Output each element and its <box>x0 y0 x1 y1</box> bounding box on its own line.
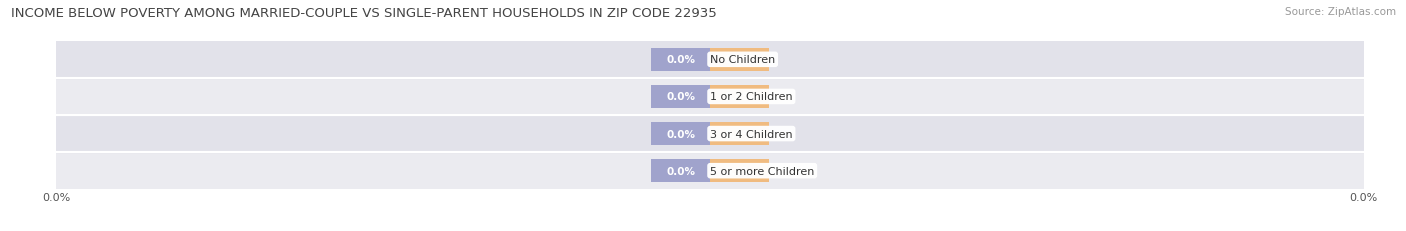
Text: Source: ZipAtlas.com: Source: ZipAtlas.com <box>1285 7 1396 17</box>
Text: 0.0%: 0.0% <box>666 92 695 102</box>
Text: 0.0%: 0.0% <box>666 55 695 65</box>
Text: 0.0%: 0.0% <box>725 55 754 65</box>
Text: 0.0%: 0.0% <box>725 166 754 176</box>
Bar <box>710 85 769 109</box>
Bar <box>651 122 710 146</box>
Text: 3 or 4 Children: 3 or 4 Children <box>710 129 793 139</box>
Bar <box>56 152 1364 189</box>
Bar <box>651 85 710 109</box>
Bar <box>710 159 769 182</box>
Text: 5 or more Children: 5 or more Children <box>710 166 814 176</box>
Bar <box>56 116 1364 152</box>
Bar <box>56 42 1364 79</box>
Text: 0.0%: 0.0% <box>725 92 754 102</box>
Text: 0.0%: 0.0% <box>666 166 695 176</box>
Text: 0.0%: 0.0% <box>666 129 695 139</box>
Bar <box>710 122 769 146</box>
Bar <box>710 49 769 72</box>
Text: INCOME BELOW POVERTY AMONG MARRIED-COUPLE VS SINGLE-PARENT HOUSEHOLDS IN ZIP COD: INCOME BELOW POVERTY AMONG MARRIED-COUPL… <box>11 7 717 20</box>
Bar <box>56 79 1364 116</box>
Bar <box>651 159 710 182</box>
Text: No Children: No Children <box>710 55 775 65</box>
Text: 1 or 2 Children: 1 or 2 Children <box>710 92 793 102</box>
Text: 0.0%: 0.0% <box>725 129 754 139</box>
Bar <box>651 49 710 72</box>
